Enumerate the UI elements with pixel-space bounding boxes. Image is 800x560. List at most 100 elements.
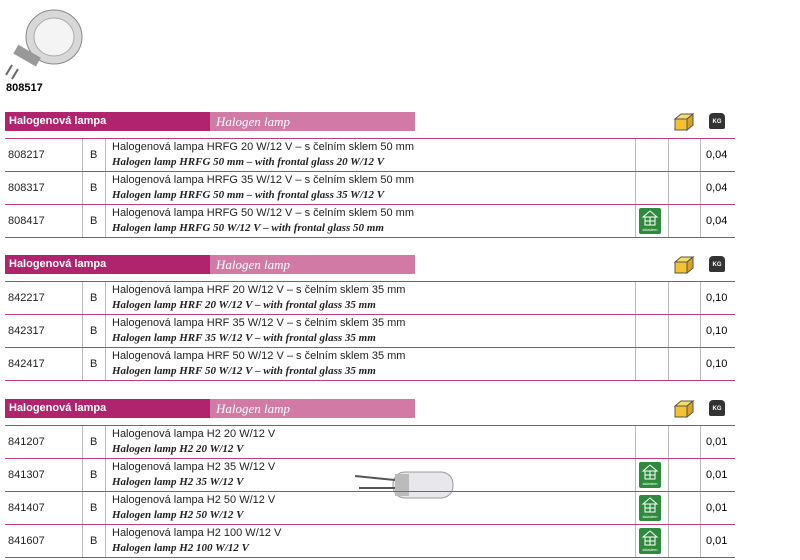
weight-icon: KG <box>709 400 725 416</box>
empty-cell <box>668 205 701 237</box>
package-icon <box>673 112 695 136</box>
desc-cell <box>105 205 636 237</box>
house-icon <box>641 530 659 546</box>
image-caption: 808517 <box>6 82 43 94</box>
class: B <box>90 358 98 370</box>
empty-cell <box>668 459 701 491</box>
class-cell: B <box>82 139 106 171</box>
stock-cell <box>635 315 669 347</box>
product-row: 841307 B Halogenová lampa H2 35 W/12 V Halo… <box>5 458 735 492</box>
house-icon <box>641 497 659 513</box>
code-cell: 841407 <box>5 492 83 524</box>
stock-label: skladem <box>642 227 658 232</box>
code: 841307 <box>8 469 45 481</box>
code: 841207 <box>8 436 45 448</box>
stock-cell <box>635 459 669 491</box>
weight: 0,01 <box>706 535 728 547</box>
product-row: 842317 B Halogenová lampa HRF 35 W/12 V – … <box>5 314 735 348</box>
name-en: Halogen lamp HRF 50 W/12 V – with fronta… <box>112 365 376 377</box>
section-title-cz: Halogenová lampa <box>9 402 107 414</box>
stock-badge: skladem <box>639 462 661 488</box>
product-row: 841207 B Halogenová lampa H2 20 W/12 V Halo… <box>5 425 735 459</box>
desc-cell <box>105 492 636 524</box>
section-title-en: Halogen lamp <box>216 257 291 272</box>
weight: 0,10 <box>706 292 728 304</box>
class: B <box>90 325 98 337</box>
class-cell: B <box>82 315 106 347</box>
name-en: Halogen lamp HRF 35 W/12 V – with fronta… <box>112 332 376 344</box>
name-cz: Halogenová lampa HRF 20 W/12 V – s čelní… <box>112 284 406 296</box>
name-cz: Halogenová lampa HRFG 35 W/12 V – s čeln… <box>112 174 415 186</box>
name-cz: Halogenová lampa HRF 35 W/12 V – s čelní… <box>112 317 406 329</box>
class-cell: B <box>82 426 106 458</box>
code: 808317 <box>8 182 45 194</box>
stock-cell <box>635 525 669 557</box>
name-en: Halogen lamp H2 35 W/12 V <box>112 476 244 488</box>
section-title-cz: Halogenová lampa <box>9 115 107 127</box>
empty-cell <box>668 139 701 171</box>
lamp-photo <box>5 9 83 80</box>
stock-label: skladem <box>642 481 658 486</box>
stock-cell <box>635 172 669 204</box>
code-cell: 842317 <box>5 315 83 347</box>
house-icon <box>641 464 659 480</box>
class: B <box>90 502 98 514</box>
empty-cell <box>668 282 701 314</box>
desc-cell <box>105 426 636 458</box>
weight: 0,10 <box>706 358 728 370</box>
product-row: 808317 B Halogenová lampa HRFG 35 W/12 V –… <box>5 171 735 205</box>
stock-cell <box>635 426 669 458</box>
section-header: Halogenová lampa Halogen lamp <box>5 112 415 131</box>
name-cz: Halogenová lampa H2 100 W/12 V <box>112 527 282 539</box>
desc-cell <box>105 525 636 557</box>
name-en: Halogen lamp H2 100 W/12 V <box>112 542 250 554</box>
product-row: 842217 B Halogenová lampa HRF 20 W/12 V – … <box>5 281 735 315</box>
class: B <box>90 215 98 227</box>
stock-badge: skladem <box>639 495 661 521</box>
weight-icon-label: KG <box>712 119 722 125</box>
weight: 0,01 <box>706 436 728 448</box>
section-header: Halogenová lampa Halogen lamp <box>5 255 415 274</box>
empty-cell <box>668 315 701 347</box>
code-cell: 841207 <box>5 426 83 458</box>
weight-icon-label: KG <box>712 262 722 268</box>
name-en: Halogen lamp H2 20 W/12 V <box>112 443 244 455</box>
code-cell: 841607 <box>5 525 83 557</box>
empty-cell <box>668 525 701 557</box>
class: B <box>90 149 98 161</box>
name-en: Halogen lamp HRFG 50 mm – with frontal g… <box>112 189 385 201</box>
class: B <box>90 182 98 194</box>
code: 842217 <box>8 292 45 304</box>
section-title-en: Halogen lamp <box>216 401 291 416</box>
name-cz: Halogenová lampa H2 35 W/12 V <box>112 461 276 473</box>
empty-cell <box>668 492 701 524</box>
stock-cell <box>635 282 669 314</box>
code-cell: 841307 <box>5 459 83 491</box>
stock-cell <box>635 348 669 380</box>
stock-label: skladem <box>642 547 658 552</box>
code-cell: 842417 <box>5 348 83 380</box>
name-en: Halogen lamp HRFG 50 mm – with frontal g… <box>112 156 385 168</box>
class-cell: B <box>82 205 106 237</box>
desc-cell <box>105 315 636 347</box>
class-cell: B <box>82 282 106 314</box>
code: 842417 <box>8 358 45 370</box>
class-cell: B <box>82 459 106 491</box>
section-title-en: Halogen lamp <box>216 114 291 129</box>
weight-icon-label: KG <box>712 406 722 412</box>
weight: 0,04 <box>706 149 728 161</box>
stock-badge: skladem <box>639 528 661 554</box>
class: B <box>90 469 98 481</box>
class-cell: B <box>82 525 106 557</box>
desc-cell <box>105 459 636 491</box>
section-header: Halogenová lampa Halogen lamp <box>5 399 415 418</box>
name-cz: Halogenová lampa H2 20 W/12 V <box>112 428 276 440</box>
code: 808417 <box>8 215 45 227</box>
stock-cell <box>635 139 669 171</box>
stock-cell <box>635 205 669 237</box>
name-en: Halogen lamp HRF 20 W/12 V – with fronta… <box>112 299 376 311</box>
class-cell: B <box>82 492 106 524</box>
class: B <box>90 292 98 304</box>
desc-cell <box>105 282 636 314</box>
code: 808217 <box>8 149 45 161</box>
